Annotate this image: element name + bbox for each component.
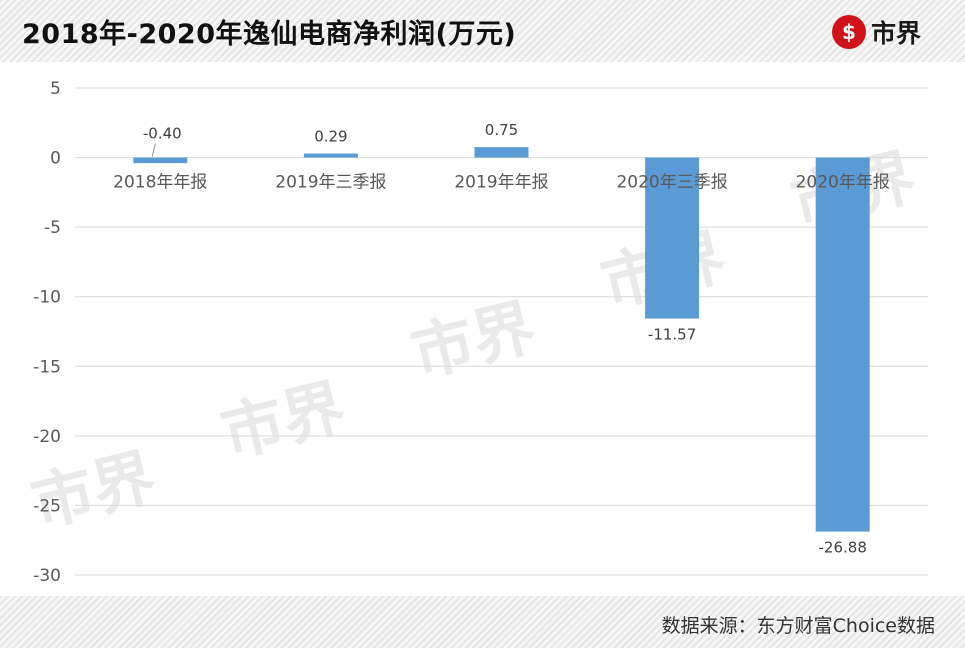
logo-dollar-glyph: $ bbox=[842, 20, 856, 44]
logo-icon: $ bbox=[832, 15, 866, 49]
data-label: 0.75 bbox=[485, 121, 518, 139]
logo-text: 市界 bbox=[871, 19, 922, 48]
data-label: -11.57 bbox=[648, 326, 696, 344]
bar bbox=[645, 157, 700, 319]
x-tick-label: 2019年三季报 bbox=[275, 173, 386, 193]
data-label: -0.40 bbox=[143, 125, 182, 143]
data-label: 0.29 bbox=[314, 128, 347, 146]
x-tick-label: 2020年年报 bbox=[796, 173, 890, 193]
footer-band bbox=[0, 596, 965, 648]
bar-chart: 5 0 -5 -10 -15 -20 -25 -30 -0.40 0.29 0.75 -11.57 -2… bbox=[33, 79, 928, 586]
y-tick-label: 5 bbox=[50, 79, 61, 99]
y-tick-label: 0 bbox=[50, 149, 61, 169]
header-band bbox=[0, 0, 965, 62]
y-tick-label: -10 bbox=[33, 288, 61, 308]
source-note: 数据来源：东方财富Choice数据 bbox=[661, 615, 935, 637]
y-tick-label: -30 bbox=[33, 566, 61, 586]
y-tick-label: -15 bbox=[33, 357, 61, 377]
brand-logo: $ 市界 bbox=[832, 14, 921, 50]
y-tick-label: -20 bbox=[33, 427, 61, 447]
bar bbox=[474, 147, 529, 158]
bar bbox=[133, 157, 188, 164]
label-leader-line bbox=[151, 143, 156, 157]
x-tick-label: 2020年三季报 bbox=[616, 173, 727, 193]
bar bbox=[303, 153, 358, 158]
data-label: -26.88 bbox=[819, 539, 867, 557]
chart-title: 2018年-2020年逸仙电商净利润(万元) bbox=[22, 19, 517, 50]
x-tick-label: 2019年年报 bbox=[454, 173, 548, 193]
y-tick-label: -25 bbox=[33, 496, 61, 516]
x-tick-label: 2018年年报 bbox=[113, 173, 207, 193]
y-tick-label: -5 bbox=[44, 218, 61, 238]
bar bbox=[815, 157, 870, 532]
